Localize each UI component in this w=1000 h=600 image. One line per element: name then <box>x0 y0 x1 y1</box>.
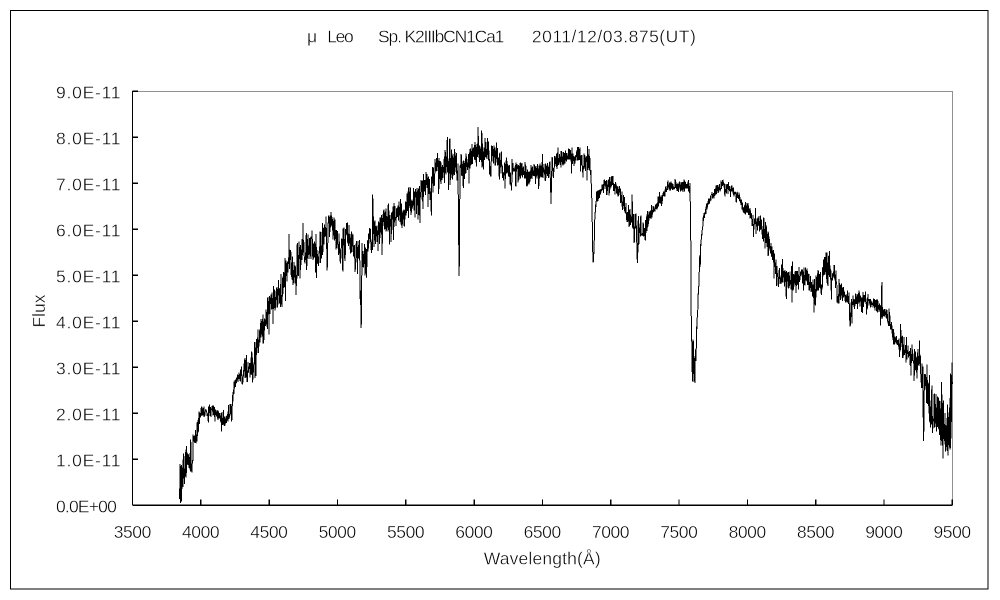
svg-text:9.0E-11: 9.0E-11 <box>56 83 121 103</box>
svg-text:8.0E-11: 8.0E-11 <box>56 129 121 149</box>
svg-text:7000: 7000 <box>592 522 630 542</box>
svg-text:0.0E+00: 0.0E+00 <box>56 497 117 517</box>
svg-text:2011/12/03.875(UT): 2011/12/03.875(UT) <box>532 27 696 47</box>
svg-text:Flux: Flux <box>29 294 49 327</box>
svg-text:7.0E-11: 7.0E-11 <box>56 175 121 195</box>
svg-text:3.0E-11: 3.0E-11 <box>56 359 121 379</box>
svg-text:3500: 3500 <box>114 522 152 542</box>
svg-text:6000: 6000 <box>455 522 493 542</box>
svg-text:7500: 7500 <box>660 522 698 542</box>
svg-text:2.0E-11: 2.0E-11 <box>56 405 121 425</box>
svg-text:9000: 9000 <box>865 522 903 542</box>
svg-text:6.0E-11: 6.0E-11 <box>56 221 121 241</box>
svg-text:μ: μ <box>307 27 317 47</box>
svg-text:Leo: Leo <box>327 27 353 47</box>
svg-text:Wavelength(Å): Wavelength(Å) <box>484 549 601 569</box>
svg-text:8000: 8000 <box>729 522 767 542</box>
svg-text:4500: 4500 <box>250 522 288 542</box>
svg-text:5500: 5500 <box>387 522 425 542</box>
svg-text:4000: 4000 <box>182 522 220 542</box>
svg-text:6500: 6500 <box>524 522 562 542</box>
svg-text:5.0E-11: 5.0E-11 <box>56 267 121 287</box>
svg-text:5000: 5000 <box>319 522 357 542</box>
svg-text:Sp. K2IIIbCN1Ca1: Sp. K2IIIbCN1Ca1 <box>378 27 504 47</box>
svg-text:9500: 9500 <box>934 522 972 542</box>
svg-text:1.0E-11: 1.0E-11 <box>56 451 121 471</box>
svg-text:4.0E-11: 4.0E-11 <box>56 313 121 333</box>
svg-text:8500: 8500 <box>797 522 835 542</box>
